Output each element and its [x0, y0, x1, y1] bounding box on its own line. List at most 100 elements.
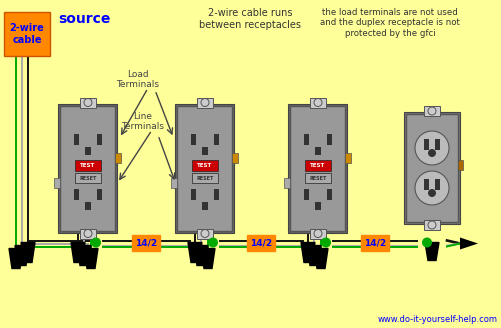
Bar [202, 201, 208, 210]
Polygon shape [9, 249, 23, 269]
Polygon shape [21, 242, 35, 262]
Text: Load
Terminals: Load Terminals [117, 70, 159, 90]
Circle shape [314, 98, 322, 107]
Text: 2-wire cable runs
between receptacles: 2-wire cable runs between receptacles [199, 8, 301, 30]
Bar [424, 106, 440, 116]
Circle shape [415, 171, 449, 205]
Polygon shape [425, 242, 439, 260]
Bar [214, 189, 219, 199]
Circle shape [428, 221, 436, 229]
Text: TEST: TEST [197, 163, 212, 168]
Bar [435, 139, 440, 150]
Bar [310, 229, 326, 238]
Bar [232, 153, 238, 163]
Bar [346, 153, 352, 163]
Polygon shape [84, 249, 98, 269]
Circle shape [208, 237, 218, 248]
Text: source: source [58, 12, 110, 26]
Bar [171, 178, 177, 188]
Bar [4, 12, 50, 56]
Bar [197, 229, 213, 238]
Bar [59, 104, 118, 233]
Bar [304, 189, 309, 199]
Bar [61, 106, 116, 231]
Circle shape [428, 107, 436, 115]
Bar [404, 112, 460, 224]
Bar [424, 220, 440, 230]
Text: 14/2: 14/2 [250, 238, 272, 247]
Circle shape [201, 98, 209, 107]
Text: TEST: TEST [311, 163, 326, 168]
Bar [315, 147, 321, 154]
Bar [247, 235, 275, 251]
Bar [175, 104, 234, 233]
Text: RESET: RESET [79, 175, 97, 180]
Bar [424, 139, 429, 150]
Bar [406, 114, 458, 222]
Polygon shape [314, 249, 328, 269]
Circle shape [428, 149, 436, 157]
Bar [291, 106, 346, 231]
Text: 14/2: 14/2 [135, 238, 157, 247]
Polygon shape [188, 242, 202, 262]
Polygon shape [301, 242, 315, 262]
Bar [435, 179, 440, 190]
Bar [305, 160, 331, 171]
Bar [361, 235, 389, 251]
Bar [191, 133, 196, 145]
Polygon shape [77, 245, 91, 265]
Circle shape [314, 230, 322, 237]
Bar [97, 189, 102, 199]
Circle shape [84, 230, 92, 237]
Circle shape [84, 98, 92, 107]
Text: RESET: RESET [309, 175, 327, 180]
Bar [197, 97, 213, 108]
Bar [310, 97, 326, 108]
Polygon shape [71, 242, 85, 262]
Polygon shape [307, 245, 321, 265]
Circle shape [321, 237, 331, 248]
Bar [80, 97, 96, 108]
Bar [305, 173, 331, 183]
Bar [74, 133, 79, 145]
Bar [192, 173, 218, 183]
Polygon shape [15, 245, 29, 265]
Bar [192, 160, 218, 171]
Bar [289, 104, 348, 233]
Circle shape [201, 230, 209, 237]
Text: the load terminals are not used
and the duplex receptacle is not
protected by th: the load terminals are not used and the … [320, 8, 460, 38]
Bar [74, 189, 79, 199]
Circle shape [428, 189, 436, 197]
Bar [75, 173, 101, 183]
Bar [55, 178, 61, 188]
Bar [458, 160, 463, 170]
Bar [424, 179, 429, 190]
Text: TEST: TEST [80, 163, 96, 168]
Bar [97, 133, 102, 145]
Bar [85, 147, 91, 154]
Text: RESET: RESET [196, 175, 214, 180]
Bar [304, 133, 309, 145]
Bar [285, 178, 291, 188]
Bar [202, 147, 208, 154]
Bar [177, 106, 232, 231]
Circle shape [422, 237, 432, 248]
Bar [327, 133, 332, 145]
Bar [132, 235, 160, 251]
Polygon shape [460, 237, 478, 250]
Polygon shape [201, 249, 215, 269]
Polygon shape [194, 245, 208, 265]
Bar [75, 160, 101, 171]
Text: www.do-it-yourself-help.com: www.do-it-yourself-help.com [378, 315, 498, 324]
Bar [191, 189, 196, 199]
Bar [85, 201, 91, 210]
Bar [315, 201, 321, 210]
Circle shape [91, 237, 101, 248]
Text: Line
Terminals: Line Terminals [122, 112, 164, 132]
Bar [80, 229, 96, 238]
Bar [214, 133, 219, 145]
Text: 2-wire
cable: 2-wire cable [10, 23, 45, 45]
Bar [327, 189, 332, 199]
Circle shape [415, 131, 449, 165]
Text: 14/2: 14/2 [364, 238, 386, 247]
